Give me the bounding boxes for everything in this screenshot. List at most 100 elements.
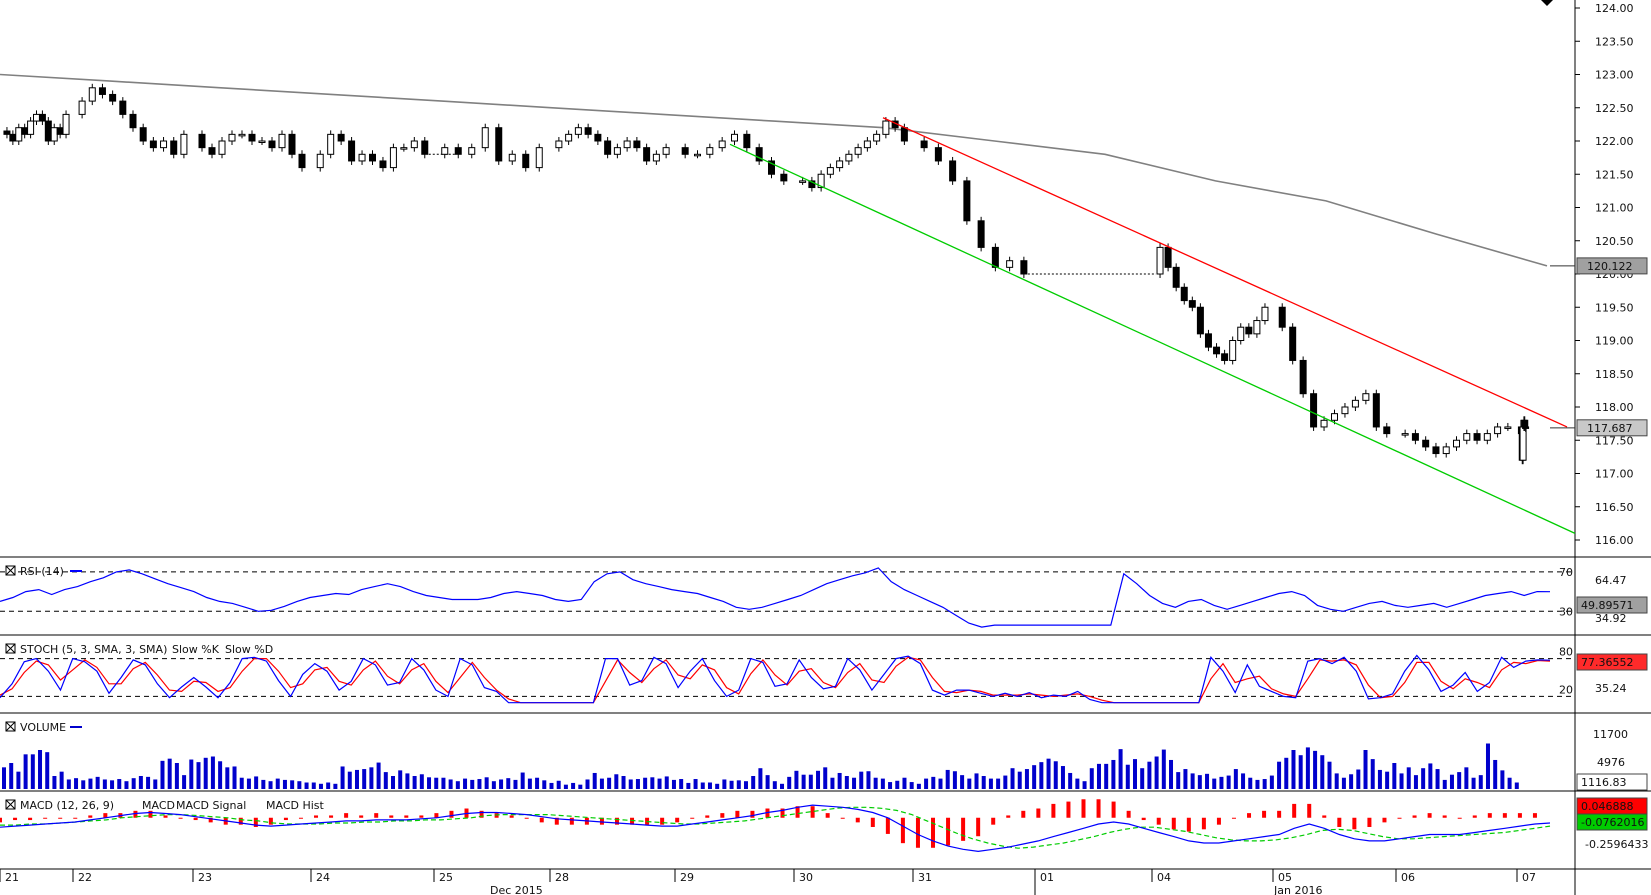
macd-hist-bar xyxy=(1367,817,1372,827)
price-marker-label: 120.122 xyxy=(1587,260,1633,273)
volume-bar xyxy=(1341,777,1346,789)
macd-hist-bar xyxy=(1021,810,1026,818)
candle-body xyxy=(963,180,971,222)
macd-hist-bar xyxy=(554,817,559,825)
volume-bar xyxy=(844,776,849,789)
candle-body xyxy=(808,180,816,189)
volume-bar xyxy=(527,778,532,789)
candle-body xyxy=(38,113,46,122)
candle-body xyxy=(1188,300,1196,308)
price-tick-label: 124.00 xyxy=(1595,2,1634,15)
candle-body xyxy=(755,147,763,162)
candle-body xyxy=(900,127,908,142)
price-tick-label: 122.00 xyxy=(1595,135,1634,148)
volume-bar xyxy=(751,776,756,789)
date-tick-label: 28 xyxy=(555,871,569,884)
macd-hist-bar xyxy=(1006,815,1011,818)
volume-bar xyxy=(1118,749,1123,789)
indicator-value-label: 49.89571 xyxy=(1581,599,1634,612)
candle-body xyxy=(129,113,137,129)
macd-hist-bar xyxy=(1111,801,1116,818)
volume-bar xyxy=(30,754,35,789)
macd-hist-bar xyxy=(900,817,905,844)
stoch-slow-d-line xyxy=(0,656,1551,704)
price-tick-label: 120.50 xyxy=(1595,235,1634,248)
volume-bar xyxy=(189,759,194,789)
price-marker-box xyxy=(1576,419,1648,437)
candle-body xyxy=(1383,426,1391,435)
macd-hist-bar xyxy=(690,817,695,819)
candle-body xyxy=(1362,393,1370,401)
volume-bar xyxy=(333,783,338,789)
candle-body xyxy=(1289,326,1297,361)
macd-hist-bar xyxy=(1051,803,1056,818)
candle-body xyxy=(33,113,40,122)
volume-bar xyxy=(1363,750,1368,789)
volume-bar xyxy=(599,778,604,789)
candle-body xyxy=(817,173,825,189)
date-tick-label: 05 xyxy=(1278,871,1292,884)
volume-bar xyxy=(700,782,705,789)
macd-hist-bar xyxy=(374,813,379,818)
candle-body xyxy=(662,147,670,155)
macd-hist-bar xyxy=(931,817,936,848)
volume-bar xyxy=(513,779,518,789)
volume-bar xyxy=(448,779,453,789)
volume-bar xyxy=(664,776,669,789)
volume-bar xyxy=(268,781,273,789)
volume-bar xyxy=(801,774,806,789)
price-tick-label: 116.00 xyxy=(1595,534,1634,547)
candle-body xyxy=(565,133,573,142)
candle-body xyxy=(228,133,236,142)
volume-bar xyxy=(1161,749,1166,789)
macd-hist-bar xyxy=(1126,810,1131,818)
date-tick-label: 01 xyxy=(1040,871,1054,884)
macd-hist-bar xyxy=(1277,810,1282,818)
volume-bar xyxy=(254,776,259,789)
stoch-k-legend: Slow %K xyxy=(172,643,220,656)
price-tick-label: 119.50 xyxy=(1595,301,1634,314)
volume-bar xyxy=(1132,759,1137,789)
macd-hist-bar xyxy=(1487,813,1492,818)
macd-hist-bar xyxy=(509,815,514,818)
volume-bar xyxy=(117,779,122,789)
macd-hist-bar xyxy=(1231,817,1236,819)
volume-bar xyxy=(81,780,86,789)
macd-hist-bar xyxy=(614,817,619,825)
candle-body xyxy=(949,160,957,182)
candle-body xyxy=(389,147,397,169)
price-tick-label: 121.00 xyxy=(1595,202,1634,215)
macd-hist-bar xyxy=(885,817,890,834)
volume-bar xyxy=(1406,767,1411,789)
rsi-axis-label: 64.47 xyxy=(1595,574,1627,587)
panel-labels: RSI (14) STOCH (5, 3, SMA, 3, SMA) Slow %K… xyxy=(5,565,325,812)
price-marker-label: 117.687 xyxy=(1587,422,1633,435)
macd-hist-bar xyxy=(1247,813,1252,818)
volume-bar xyxy=(297,781,302,789)
volume-bar xyxy=(455,781,460,789)
macd-hist-bar xyxy=(1352,817,1357,830)
candle-body xyxy=(1432,446,1440,455)
macd-title: MACD (12, 26, 9) xyxy=(20,799,114,812)
macd-hist-bar xyxy=(434,813,439,818)
macd-hist-bar xyxy=(569,817,574,825)
macd-hist-bar xyxy=(780,808,785,818)
candle-body xyxy=(1180,286,1188,302)
candle-body xyxy=(920,140,928,149)
macd-hist-bar xyxy=(991,817,996,825)
macd-hist-bar xyxy=(976,817,981,837)
candle-body xyxy=(15,127,23,142)
candle-body xyxy=(441,147,449,155)
macd-hist-bar xyxy=(1397,817,1402,819)
volume-bar xyxy=(347,771,352,789)
price-tick-label: 123.50 xyxy=(1595,35,1634,48)
volume-bar xyxy=(340,766,345,789)
candle-body xyxy=(238,133,246,137)
volume-bar xyxy=(592,772,597,789)
volume-bar xyxy=(794,770,799,789)
rsi-level-label: 30 xyxy=(1559,605,1573,618)
date-tick-label: 07 xyxy=(1522,871,1536,884)
volume-bar xyxy=(571,782,576,789)
macd-hist-bar xyxy=(1502,813,1507,818)
